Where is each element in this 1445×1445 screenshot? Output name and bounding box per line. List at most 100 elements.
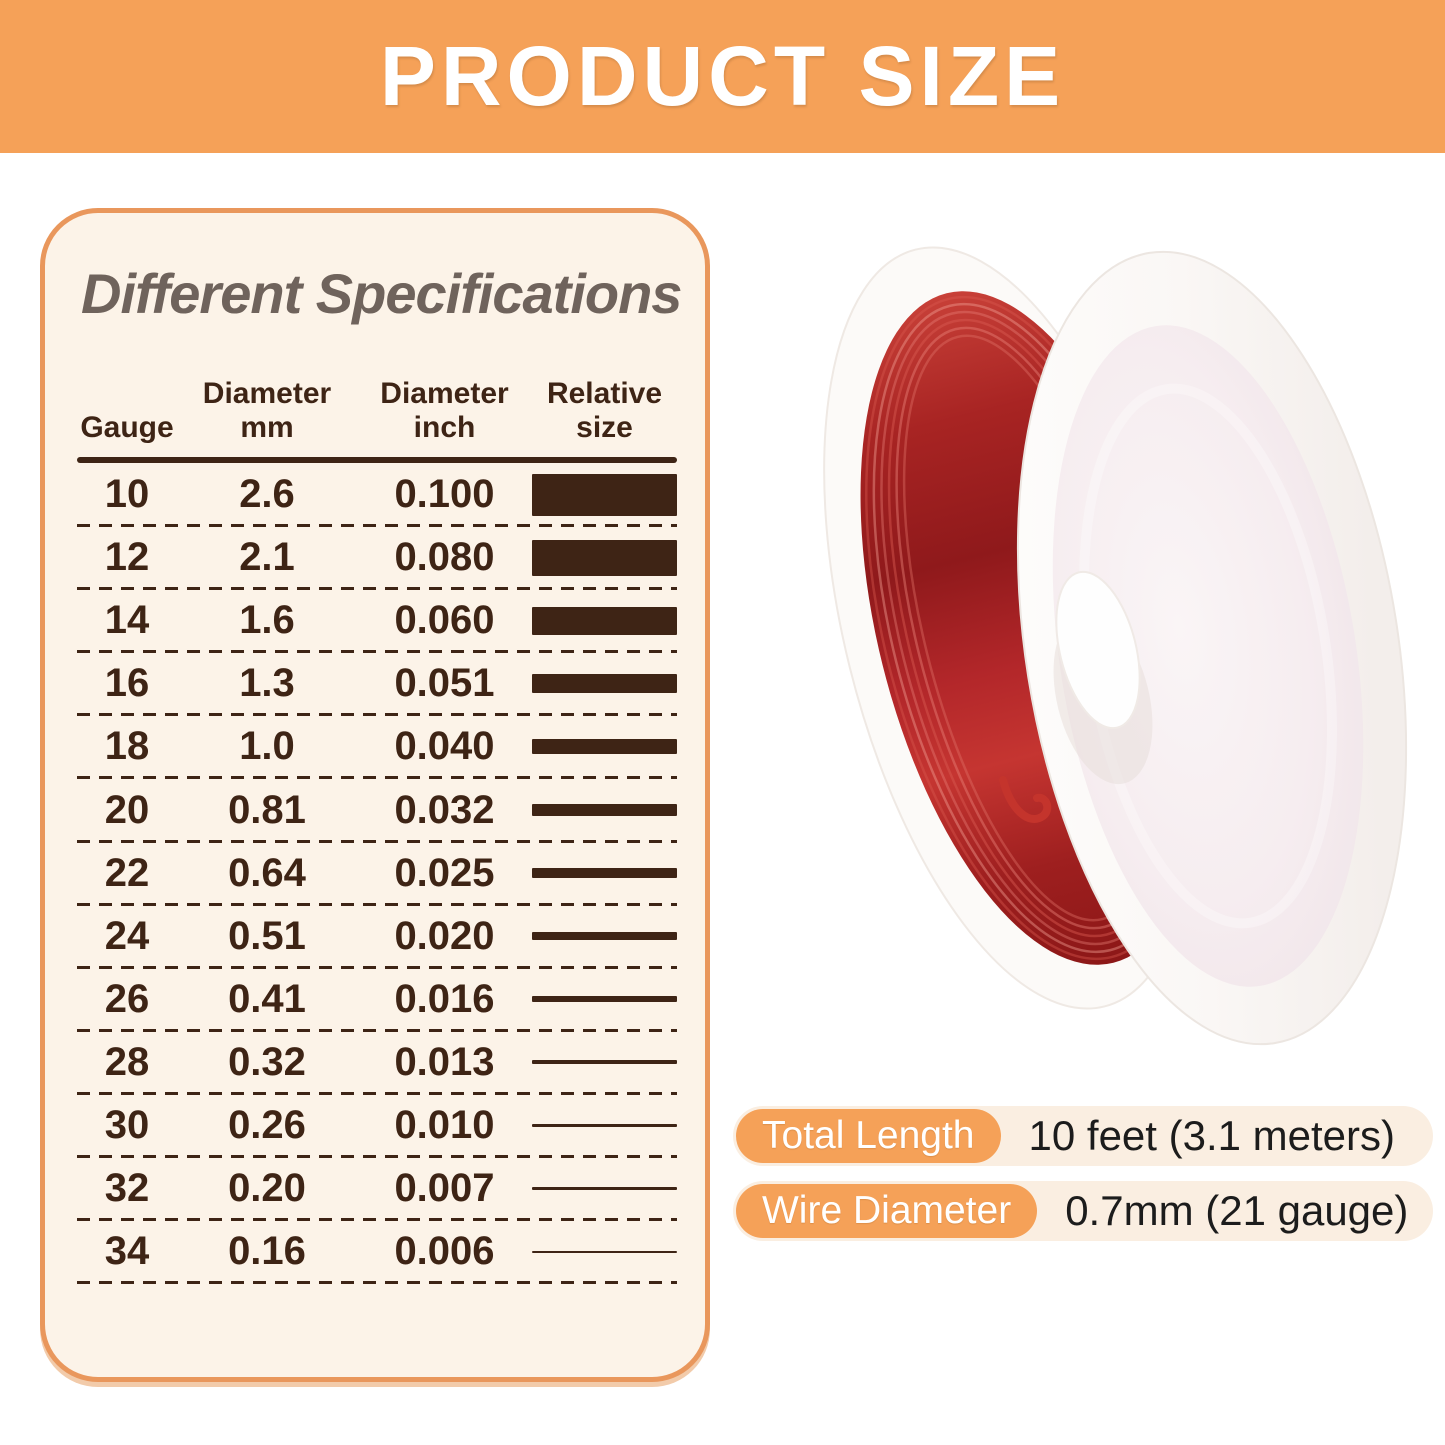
cell-diameter-mm: 0.41 <box>228 976 306 1021</box>
banner-title: PRODUCT SIZE <box>379 29 1066 123</box>
row-separator <box>77 587 677 591</box>
table-row: 26 0.41 0.016 <box>77 968 677 1032</box>
cell-diameter-inch: 0.100 <box>394 472 495 517</box>
wire-spool-svg <box>823 246 1408 1046</box>
cell-diameter-mm: 0.20 <box>228 1166 306 1211</box>
cell-gauge: 30 <box>104 1102 150 1147</box>
header-diameter-inch-line2: inch <box>413 411 476 444</box>
table-row: 18 1.0 0.040 <box>77 715 677 780</box>
cell-diameter-mm: 1.6 <box>239 598 295 643</box>
cell-diameter-inch: 0.006 <box>394 1229 495 1274</box>
cell-gauge: 26 <box>104 976 150 1021</box>
table-row: 16 1.3 0.051 <box>77 652 677 717</box>
cell-diameter-inch: 0.032 <box>394 787 495 832</box>
relative-size-bar <box>532 473 677 516</box>
cell-gauge: 24 <box>104 913 150 958</box>
cell-diameter-inch: 0.016 <box>394 976 495 1021</box>
cell-diameter-mm: 0.26 <box>228 1102 306 1147</box>
table-header: Gauge Diameter mm Diameter inch Relative… <box>77 351 677 451</box>
row-separator <box>77 965 677 969</box>
cell-relative-size <box>532 968 677 1031</box>
spec-row-wire-diameter: Wire Diameter 0.7mm (21 gauge) <box>733 1181 1433 1241</box>
wire-end-curl <box>999 776 1052 823</box>
table-row: 30 0.26 0.010 <box>77 1094 677 1159</box>
relative-size-bar <box>532 1187 677 1191</box>
cell-diameter-inch: 0.007 <box>394 1166 495 1211</box>
cell-diameter-mm: 0.16 <box>228 1229 306 1274</box>
total-length-value: 10 feet (3.1 meters) <box>1028 1112 1396 1159</box>
relative-size-bar <box>532 1060 677 1065</box>
total-length-pill: Total Length <box>736 1109 1001 1163</box>
header-relative-size-line1: Relative <box>546 377 663 410</box>
cell-diameter-inch: 0.080 <box>394 535 495 580</box>
cell-diameter-inch: 0.025 <box>394 850 495 895</box>
relative-size-bar <box>532 739 677 755</box>
banner: PRODUCT SIZE <box>0 0 1445 153</box>
relative-size-bar <box>532 1123 677 1128</box>
wire-spool-image <box>815 220 1415 1065</box>
row-separator <box>77 1218 677 1222</box>
cell-relative-size <box>532 715 677 778</box>
cell-relative-size <box>532 652 677 715</box>
cell-diameter-inch: 0.060 <box>394 598 495 643</box>
cell-diameter-mm: 1.3 <box>239 661 295 706</box>
cell-gauge: 18 <box>104 724 150 769</box>
table-row: 32 0.20 0.007 <box>77 1157 677 1222</box>
relative-size-bar <box>532 804 677 817</box>
header-diameter-mm-line2: mm <box>240 411 294 444</box>
row-separator <box>77 524 677 528</box>
table-row: 20 0.81 0.032 <box>77 778 677 843</box>
cell-relative-size <box>532 1157 677 1220</box>
relative-size-bar <box>532 539 677 576</box>
cell-diameter-inch: 0.051 <box>394 661 495 706</box>
cell-diameter-mm: 0.64 <box>228 850 306 895</box>
header-rule <box>77 457 677 463</box>
cell-relative-size <box>532 778 677 841</box>
cell-relative-size <box>532 842 677 905</box>
cell-diameter-inch: 0.020 <box>394 913 495 958</box>
cell-relative-size <box>532 1094 677 1157</box>
header-gauge-line1: Gauge <box>80 411 174 444</box>
cell-relative-size <box>532 905 677 968</box>
cell-gauge: 32 <box>104 1166 150 1211</box>
row-separator <box>77 776 677 780</box>
wire-diameter-pill: Wire Diameter <box>736 1184 1038 1238</box>
row-separator <box>77 713 677 717</box>
row-separator <box>77 902 677 906</box>
cell-gauge: 34 <box>104 1229 150 1274</box>
cell-diameter-mm: 2.1 <box>239 535 295 580</box>
row-separator <box>77 1155 677 1159</box>
cell-relative-size <box>532 1220 677 1283</box>
relative-size-bar <box>532 996 677 1003</box>
cell-gauge: 16 <box>104 661 150 706</box>
cell-gauge: 14 <box>104 598 150 643</box>
header-gauge: Gauge <box>77 411 177 451</box>
relative-size-bar <box>532 1250 677 1253</box>
cell-relative-size <box>532 526 677 589</box>
cell-gauge: 12 <box>104 535 150 580</box>
cell-diameter-mm: 0.32 <box>228 1039 306 1084</box>
row-separator <box>77 1091 677 1095</box>
cell-diameter-inch: 0.040 <box>394 724 495 769</box>
row-separator <box>77 650 677 654</box>
spool-center-hole <box>1055 570 1141 730</box>
cell-relative-size <box>532 1031 677 1094</box>
cell-diameter-mm: 0.51 <box>228 913 306 958</box>
table-body: 10 2.6 0.100 12 2.1 0.080 14 1.6 0.060 1… <box>77 463 677 1285</box>
table-row: 34 0.16 0.006 <box>77 1220 677 1285</box>
table-row: 22 0.64 0.025 <box>77 842 677 906</box>
cell-diameter-mm: 1.0 <box>239 724 295 769</box>
relative-size-bar <box>532 932 677 941</box>
cell-gauge: 28 <box>104 1039 150 1084</box>
cell-diameter-mm: 2.6 <box>239 472 295 517</box>
cell-gauge: 10 <box>104 472 150 517</box>
cell-diameter-mm: 0.81 <box>228 787 306 832</box>
cell-diameter-inch: 0.013 <box>394 1039 495 1084</box>
table-row: 12 2.1 0.080 <box>77 526 677 591</box>
table-row: 14 1.6 0.060 <box>77 589 677 654</box>
header-diameter-mm: Diameter mm <box>177 377 357 451</box>
row-separator <box>77 1028 677 1032</box>
table-row: 10 2.6 0.100 <box>77 463 677 528</box>
table-row: 24 0.51 0.020 <box>77 905 677 969</box>
